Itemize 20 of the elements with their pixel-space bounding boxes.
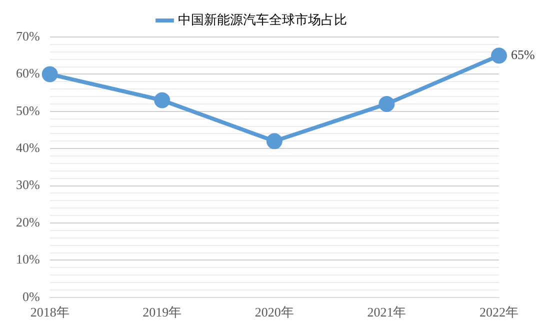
y-tick-label: 30% [16,177,40,192]
y-tick-label: 0% [22,288,40,304]
data-label: 65% [511,47,535,62]
point [154,92,170,108]
y-tick-label: 70% [16,28,40,44]
point [378,96,395,112]
x-tick-label: 2019年 [142,304,182,320]
point [42,66,58,82]
x-tick-label: 2021年 [367,304,406,320]
point [266,133,282,150]
point [491,48,507,64]
x-tick-label: 2020年 [254,304,294,320]
y-tick-label: 50% [16,102,40,118]
x-tick-label: 2018年 [30,304,70,320]
legend-label: 中国新能源汽车全球市场占比 [178,12,347,27]
y-tick-label: 60% [16,66,40,81]
y-tick-label: 40% [16,140,40,156]
y-tick-label: 10% [16,252,40,267]
x-tick-label: 2022年 [480,304,518,320]
y-tick-label: 20% [16,214,40,230]
